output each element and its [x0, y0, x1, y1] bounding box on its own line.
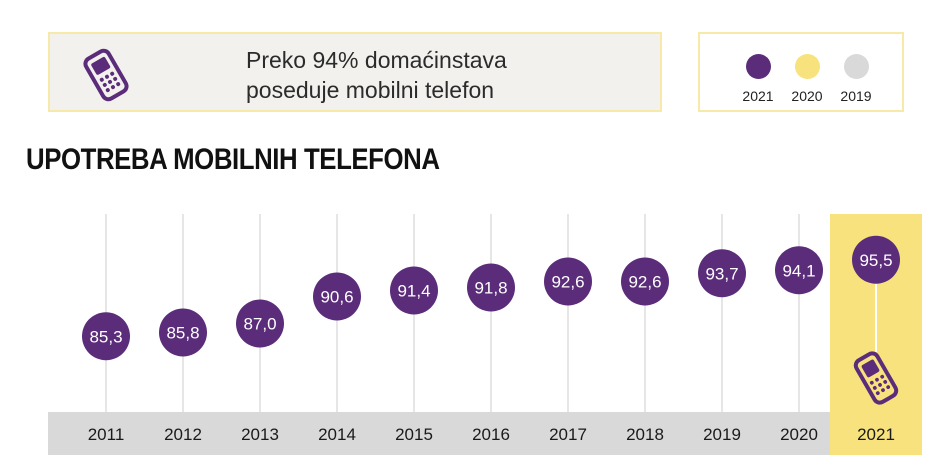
info-banner: Preko 94% domaćinstava poseduje mobilni … [48, 32, 662, 112]
banner-line-1: Preko 94% domaćinstava [246, 47, 507, 73]
data-label-2018: 92,6 [628, 273, 661, 292]
legend-label-2021: 2021 [742, 88, 774, 104]
data-point-2011 [82, 312, 130, 361]
data-label-2012: 85,8 [166, 324, 199, 343]
data-label-2019: 93,7 [705, 264, 738, 283]
legend-swatch-2019 [843, 54, 869, 79]
legend-item-2019: 2019 [831, 54, 881, 104]
mobile-phone-icon-chart [853, 351, 899, 405]
data-label-2021: 95,5 [859, 251, 892, 270]
legend-swatch-2021 [745, 54, 771, 79]
data-point-2020 [775, 246, 823, 295]
legend-label-2019: 2019 [840, 88, 872, 104]
mobile-phone-icon [83, 48, 129, 102]
data-point-2012 [159, 308, 207, 357]
data-label-2011: 85,3 [89, 327, 122, 346]
x-tick-label-2018: 2018 [626, 425, 664, 444]
legend-swatch-2020 [794, 54, 820, 79]
x-tick-label-2012: 2012 [164, 425, 202, 444]
x-tick-label-2013: 2013 [241, 425, 279, 444]
data-point-2015 [390, 266, 438, 315]
legend: 2021 2020 2019 [698, 32, 904, 112]
banner-line-2: poseduje mobilni telefon [246, 77, 495, 103]
banner-text: Preko 94% domaćinstava poseduje mobilni … [246, 45, 507, 105]
x-tick-label-2020: 2020 [780, 425, 818, 444]
data-point-2013 [236, 299, 284, 348]
data-point-2019 [698, 249, 746, 298]
x-tick-label-2011: 2011 [88, 425, 125, 444]
data-point-2018 [621, 257, 669, 306]
legend-item-2021: 2021 [733, 54, 783, 104]
legend-item-2020: 2020 [782, 54, 832, 104]
data-point-2021 [852, 235, 900, 284]
x-axis-band [48, 412, 830, 455]
data-label-2013: 87,0 [243, 315, 276, 334]
x-tick-label-2015: 2015 [395, 425, 433, 444]
data-point-2017 [544, 257, 592, 306]
x-tick-label-2017: 2017 [549, 425, 587, 444]
x-tick-label-2016: 2016 [472, 425, 510, 444]
chart-title: UPOTREBA MOBILNIH TELEFONA [26, 143, 440, 176]
data-label-2016: 91,8 [474, 279, 507, 298]
legend-label-2020: 2020 [791, 88, 823, 104]
data-label-2015: 91,4 [397, 282, 430, 301]
data-label-2020: 94,1 [782, 261, 815, 280]
x-tick-label-2019: 2019 [703, 425, 741, 444]
data-point-2016 [467, 263, 515, 312]
data-point-2014 [313, 272, 361, 321]
data-label-2017: 92,6 [551, 273, 584, 292]
x-tick-label-2021: 2021 [857, 425, 895, 444]
x-tick-label-2014: 2014 [318, 425, 356, 444]
data-label-2014: 90,6 [320, 288, 353, 307]
